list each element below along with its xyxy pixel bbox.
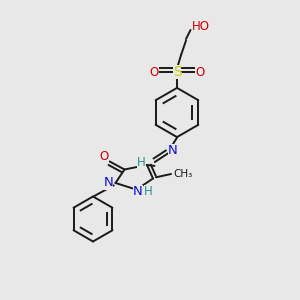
Text: O: O [100, 150, 109, 163]
Text: HO: HO [192, 20, 210, 34]
Text: H: H [137, 155, 146, 169]
Text: O: O [149, 65, 158, 79]
Text: N: N [103, 176, 113, 190]
Text: CH₃: CH₃ [173, 169, 193, 179]
Text: O: O [196, 65, 205, 79]
Text: N: N [168, 144, 177, 157]
Text: H: H [144, 185, 153, 198]
Text: S: S [172, 65, 182, 79]
Text: N: N [133, 185, 142, 198]
